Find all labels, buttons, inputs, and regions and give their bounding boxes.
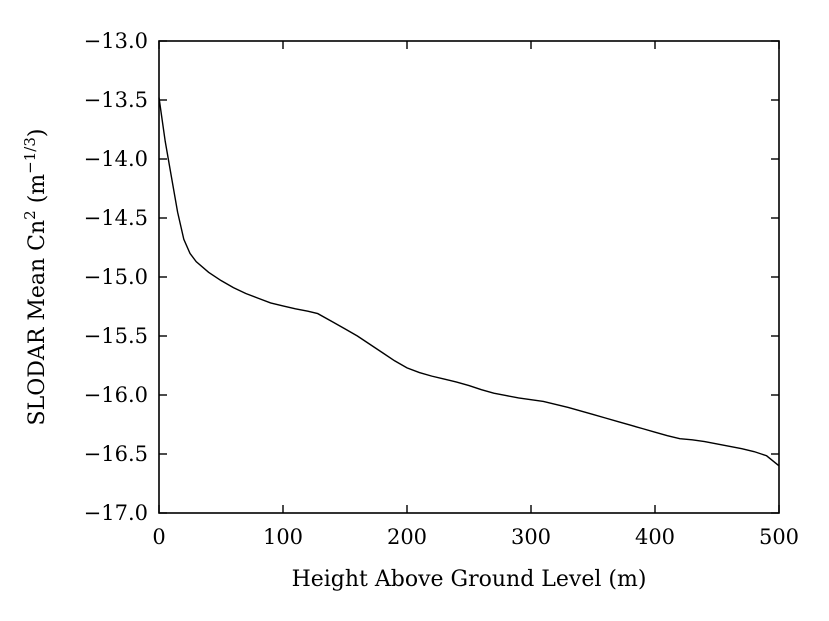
y-tick-label: −14.0 [84,147,148,171]
x-tick-label: 400 [635,525,675,549]
y-tick-label: −13.0 [84,29,148,53]
y-tick-label: −16.5 [84,442,148,466]
y-tick-label: −15.5 [84,324,148,348]
series-line [158,97,780,467]
y-axis-label: SLODAR Mean Cn2 (m−1/3) [21,129,50,426]
x-tick-label: 300 [511,525,551,549]
x-tick-label: 100 [263,525,303,549]
y-tick-label: −15.0 [84,265,148,289]
x-tick-label: 200 [387,525,427,549]
axis-ticks [158,40,780,514]
y-tick-label: −17.0 [84,501,148,525]
x-axis-label: Height Above Ground Level (m) [292,567,647,592]
y-tick-label: −14.5 [84,206,148,230]
tick-labels: 0 100 200 300 400 500 −13.0 −13.5 −14.0 −14.5 −15.… [84,29,799,549]
x-tick-label: 0 [152,525,165,549]
y-tick-label: −13.5 [84,88,148,112]
y-tick-label: −16.0 [84,383,148,407]
x-tick-label: 500 [759,525,799,549]
plot-frame [158,40,780,514]
